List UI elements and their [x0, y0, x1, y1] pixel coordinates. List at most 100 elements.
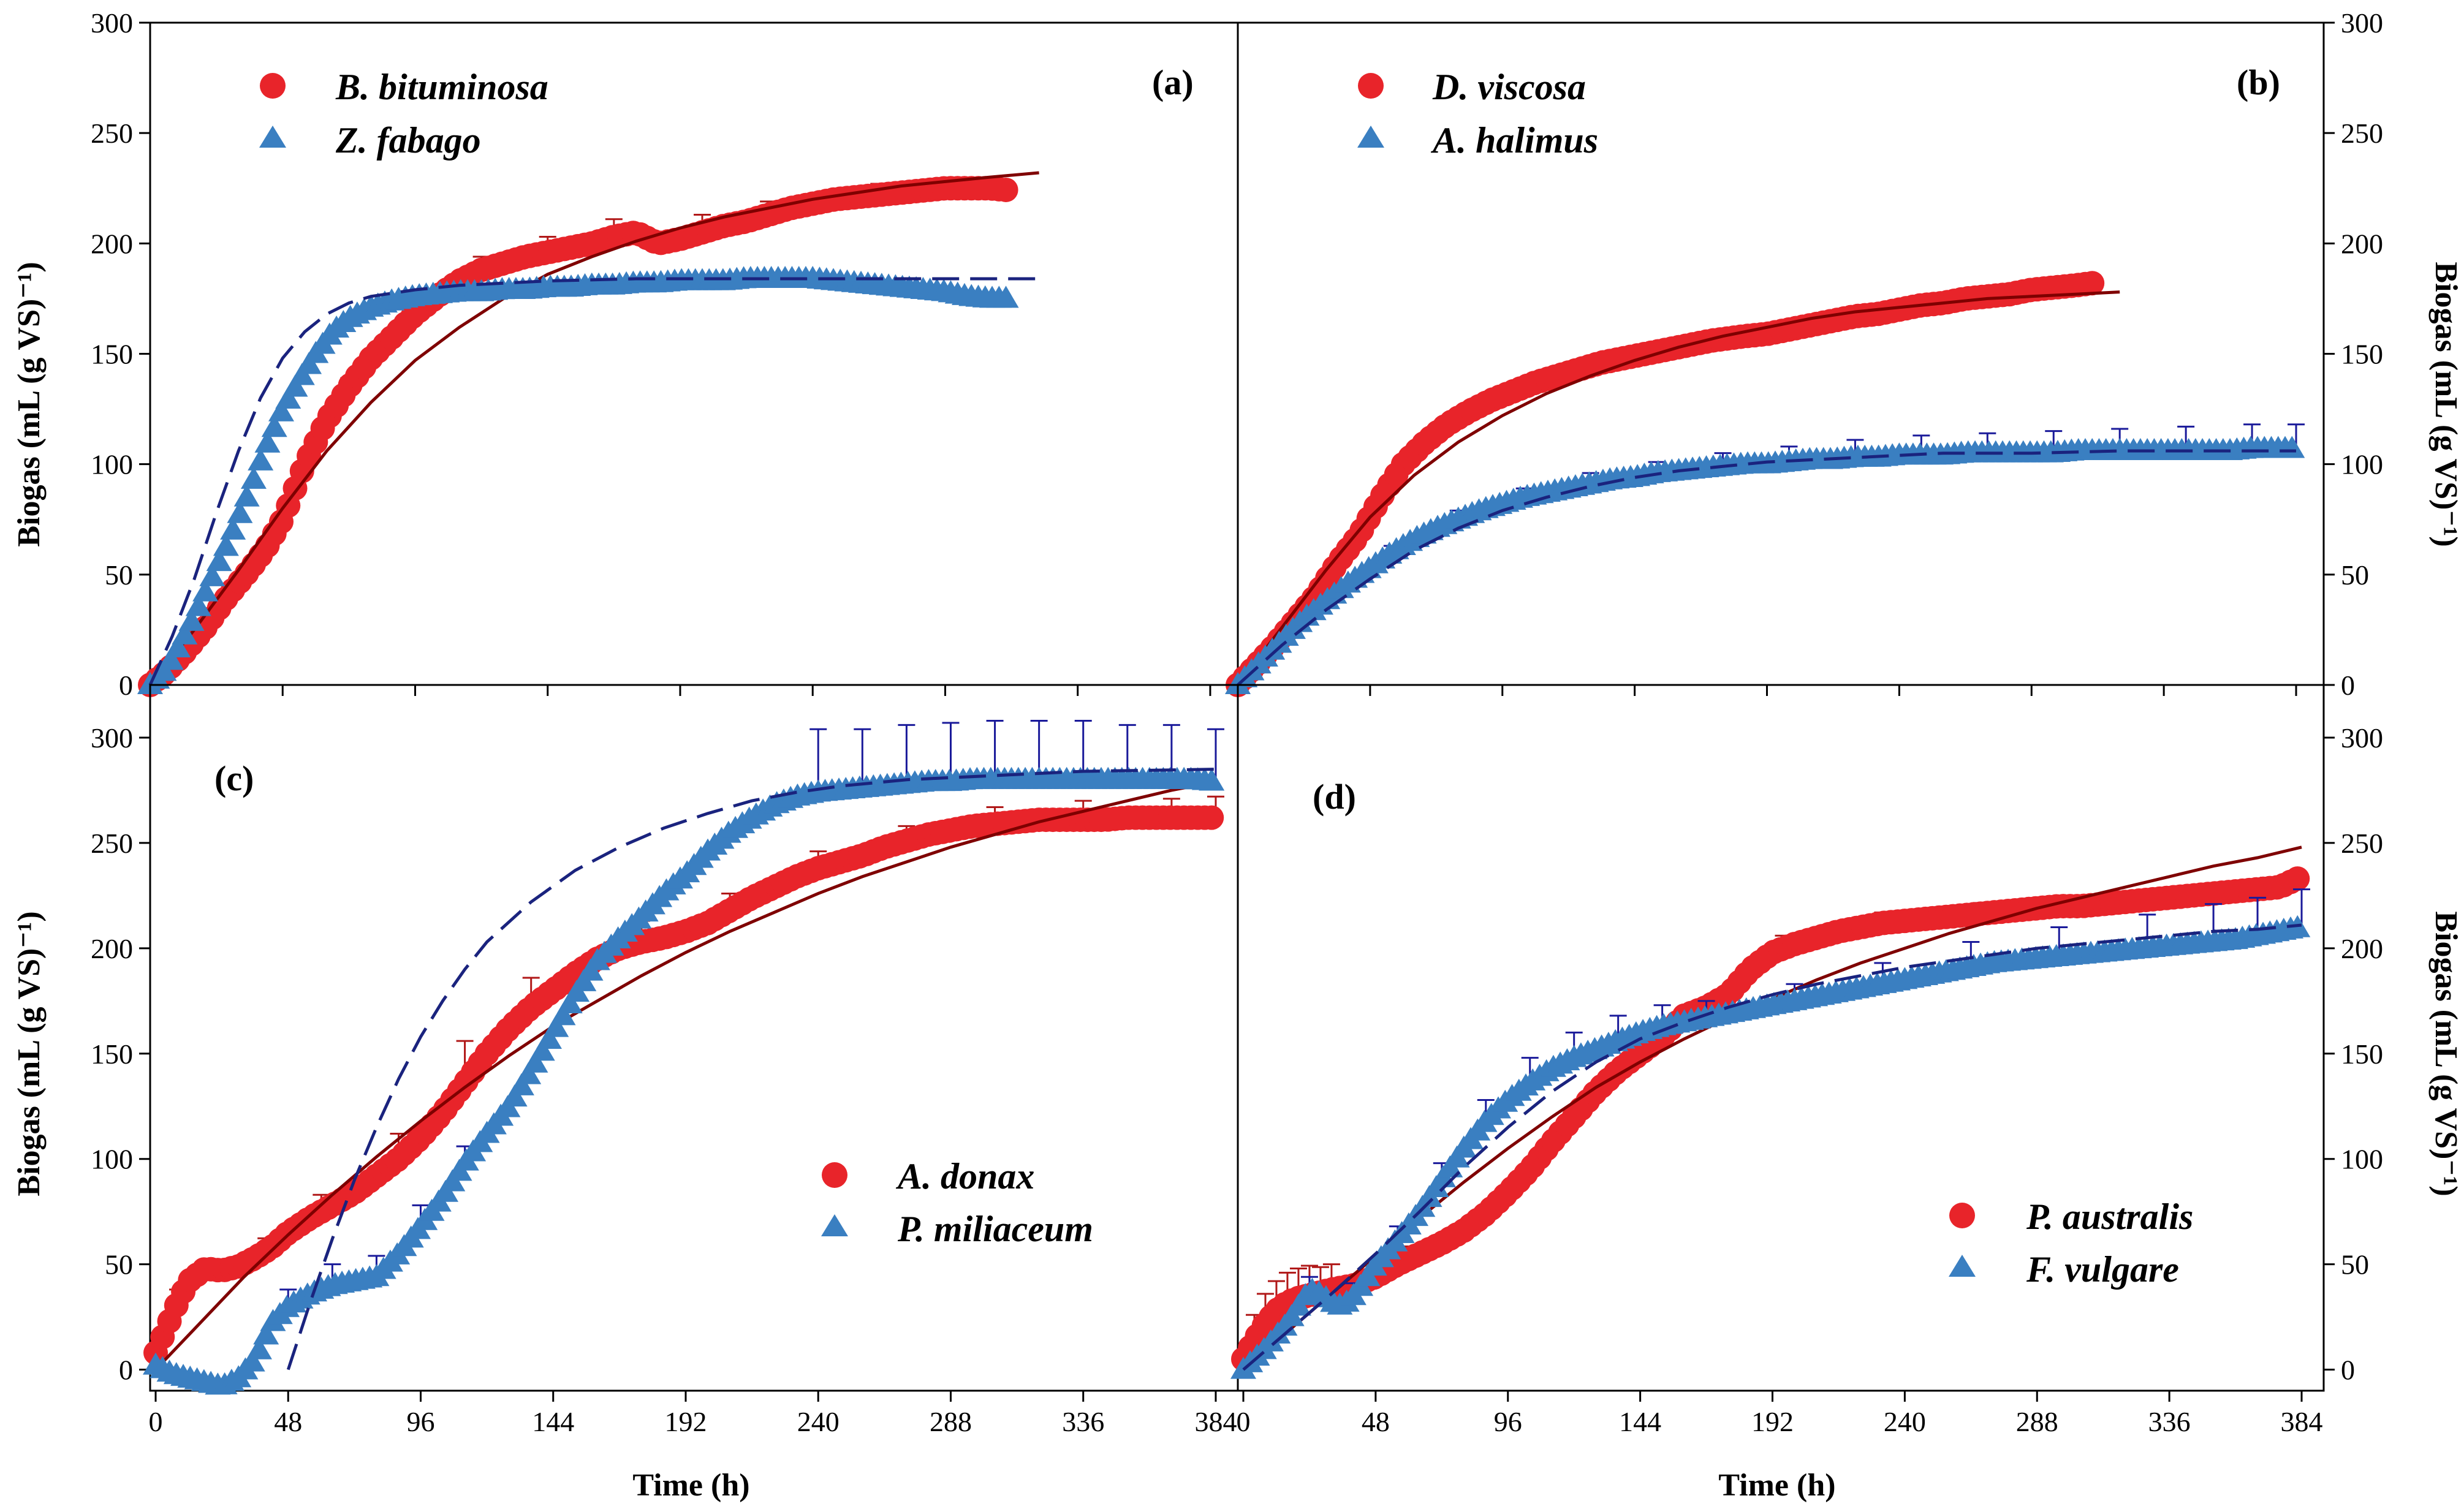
panel-b-label: (b) [2237, 62, 2280, 102]
panel-d-p-australis-point [2285, 866, 2310, 891]
panel-c-p-miliaceum-point [522, 1050, 548, 1073]
panel-c-p-miliaceum-point [239, 1349, 265, 1372]
panel-a-legend-label-z-fabago: Z. fabago [335, 120, 481, 161]
panel-a-z-fabago-point [268, 399, 294, 421]
panel-c-label: (c) [214, 758, 254, 798]
panel-c-y-tick-label: 200 [91, 933, 133, 964]
panel-a-z-fabago-point [254, 430, 281, 453]
panel-a-z-fabago-point [261, 415, 287, 437]
panel-d-y-axis-title: Biogas (mL (g VS)⁻¹) [2428, 911, 2463, 1196]
panel-a-y-axis-title: Biogas (mL (g VS)⁻¹) [12, 262, 47, 546]
panel-a-z-fabago-point [157, 648, 184, 670]
panel-a-y-tick-label: 300 [91, 7, 133, 39]
panel-a: 0 50 100 150 200 250 300 (a) B. bituminosa Z. … [12, 7, 1239, 701]
panel-d-legend-label-f-vulgare: F. vulgare [2026, 1249, 2179, 1290]
panel-a-z-fabago-point [151, 659, 177, 681]
panel-b-d-viscosa-fit-line [1237, 290, 2120, 686]
panel-a-z-fabago-point [240, 466, 267, 489]
panel-b-legend: D. viscosa A. halimus [1357, 67, 1598, 161]
panel-c-p-miliaceum-fit-line [286, 768, 1216, 1370]
panel-b-plot-area: 0 50 100 150 200 250 300 [1225, 7, 2383, 701]
panel-d-x-tick-label: 288 [2016, 1406, 2058, 1437]
panel-a-z-fabago-point [178, 608, 205, 631]
panel-c-x-tick-label: 48 [274, 1406, 302, 1437]
panel-c-x-tick-label: 144 [532, 1406, 574, 1437]
panel-c-y-axis-title: Biogas (mL (g VS)⁻¹) [12, 911, 47, 1196]
panel-d-y-tick-label: 0 [2341, 1355, 2355, 1386]
panel-a-z-fabago-point [233, 484, 260, 507]
panel-a-z-fabago-point [165, 635, 191, 657]
panel-d-y-tick-label: 150 [2341, 1038, 2383, 1070]
panel-c-x-tick-label: 384 [1194, 1406, 1237, 1437]
panel-d-x-tick-label: 0 [1236, 1406, 1250, 1437]
panel-a-y-tick-label: 50 [105, 559, 133, 591]
panel-d-y-tick-label: 200 [2341, 933, 2383, 964]
panel-b-legend-label-d-viscosa: D. viscosa [1432, 67, 1586, 107]
panel-c-y-tick-label: 300 [91, 722, 133, 754]
panel-b-y-tick-label: 50 [2341, 559, 2369, 591]
panel-d-legend: P. australis F. vulgare [1949, 1196, 2193, 1290]
panel-a-z-fabago-point [993, 285, 1019, 308]
panel-a-b-bituminosa-point [993, 177, 1018, 202]
panel-c-plot-area: 0 50 100 150 200 250 300 0 48 96 144 192 240 288 336 38… [91, 684, 1239, 1437]
panel-c-p-miliaceum-point [253, 1322, 279, 1345]
panel-b-y-axis-title: Biogas (mL (g VS)⁻¹) [2428, 262, 2463, 546]
panel-c-x-tick-label: 96 [406, 1406, 434, 1437]
panel-a-y-tick-label: 250 [91, 118, 133, 149]
panel-a-legend-marker-b-bituminosa [260, 73, 286, 99]
panel-c-y-tick-label: 250 [91, 828, 133, 859]
panel-a-label: (a) [1152, 62, 1194, 102]
panel-a-y-tick-label: 0 [119, 670, 133, 701]
panel-b-y-tick-label: 0 [2341, 670, 2355, 701]
panel-d-frame [1237, 684, 2325, 1392]
panel-a-z-fabago-point [206, 549, 232, 572]
panel-b-y-tick-label: 100 [2341, 449, 2383, 480]
panel-c: 0 50 100 150 200 250 300 0 48 96 144 192 240 288 336 38… [12, 684, 1239, 1503]
panel-c-p-miliaceum-point [556, 991, 583, 1013]
panel-c-y-tick-label: 0 [119, 1355, 133, 1386]
panel-a-y-tick-label: 150 [91, 339, 133, 370]
panel-a-legend-marker-z-fabago [259, 126, 286, 148]
panel-d-plot-area: 0 50 100 150 200 250 300 0 48 96 144 192 240 288 336 38… [1230, 684, 2383, 1437]
panel-b: 0 50 100 150 200 250 300 (b) D. viscosa A. hal… [1225, 7, 2463, 701]
panel-c-x-tick-label: 336 [1062, 1406, 1104, 1437]
panel-a-z-fabago-point [172, 622, 198, 644]
panel-d-legend-label-p-australis: P. australis [2026, 1196, 2193, 1237]
panel-d-x-tick-label: 96 [1494, 1406, 1522, 1437]
panel-c-p-miliaceum-point [536, 1027, 562, 1049]
panel-d-x-tick-label: 144 [1619, 1406, 1661, 1437]
panel-c-legend: A. donax P. miliaceum [821, 1156, 1093, 1249]
panel-c-legend-marker-p-miliaceum [821, 1214, 848, 1236]
panel-a-plot-area: 0 50 100 150 200 250 300 [91, 7, 1239, 701]
panel-a-b-bituminosa-fit-line [149, 171, 1039, 686]
panel-a-z-fabago-point [227, 501, 253, 523]
panel-d-x-tick-label: 192 [1751, 1406, 1794, 1437]
panel-a-z-fabago-fit-line [148, 277, 1039, 686]
panel-a-z-fabago-point [220, 517, 246, 540]
panel-c-p-miliaceum-point [246, 1337, 272, 1359]
panel-c-y-tick-label: 100 [91, 1144, 133, 1175]
panel-c-p-miliaceum-point [515, 1062, 542, 1084]
panel-c-y-tick-label: 50 [105, 1249, 133, 1280]
panel-a-legend-label-b-bituminosa: B. bituminosa [335, 67, 548, 107]
panel-b-y-tick-label: 300 [2341, 7, 2383, 39]
panel-b-y-tick-label: 250 [2341, 118, 2383, 149]
panel-a-z-fabago-point [275, 386, 301, 409]
panel-a-z-fabago-point [192, 579, 219, 602]
panel-d-x-tick-label: 48 [1362, 1406, 1390, 1437]
panel-b-legend-label-a-halimus: A. halimus [1430, 120, 1598, 161]
panel-c-x-tick-label: 240 [797, 1406, 840, 1437]
panel-c-x-tick-label: 192 [664, 1406, 707, 1437]
panel-a-y-tick-label: 100 [91, 449, 133, 480]
panel-d-x-tick-label: 384 [2281, 1406, 2323, 1437]
panel-c-x-axis-title: Time (h) [632, 1468, 749, 1503]
panel-c-y-tick-label: 150 [91, 1038, 133, 1070]
panel-a-z-fabago-point [248, 448, 274, 471]
panel-a-z-fabago-point [282, 374, 308, 397]
panel-c-legend-label-a-donax: A. donax [895, 1156, 1034, 1196]
panel-d: 0 50 100 150 200 250 300 0 48 96 144 192 240 288 336 38… [1230, 684, 2463, 1503]
panel-d-y-tick-label: 250 [2341, 828, 2383, 859]
panel-d-y-tick-label: 50 [2341, 1249, 2369, 1280]
panel-c-a-donax-point [1199, 805, 1224, 830]
